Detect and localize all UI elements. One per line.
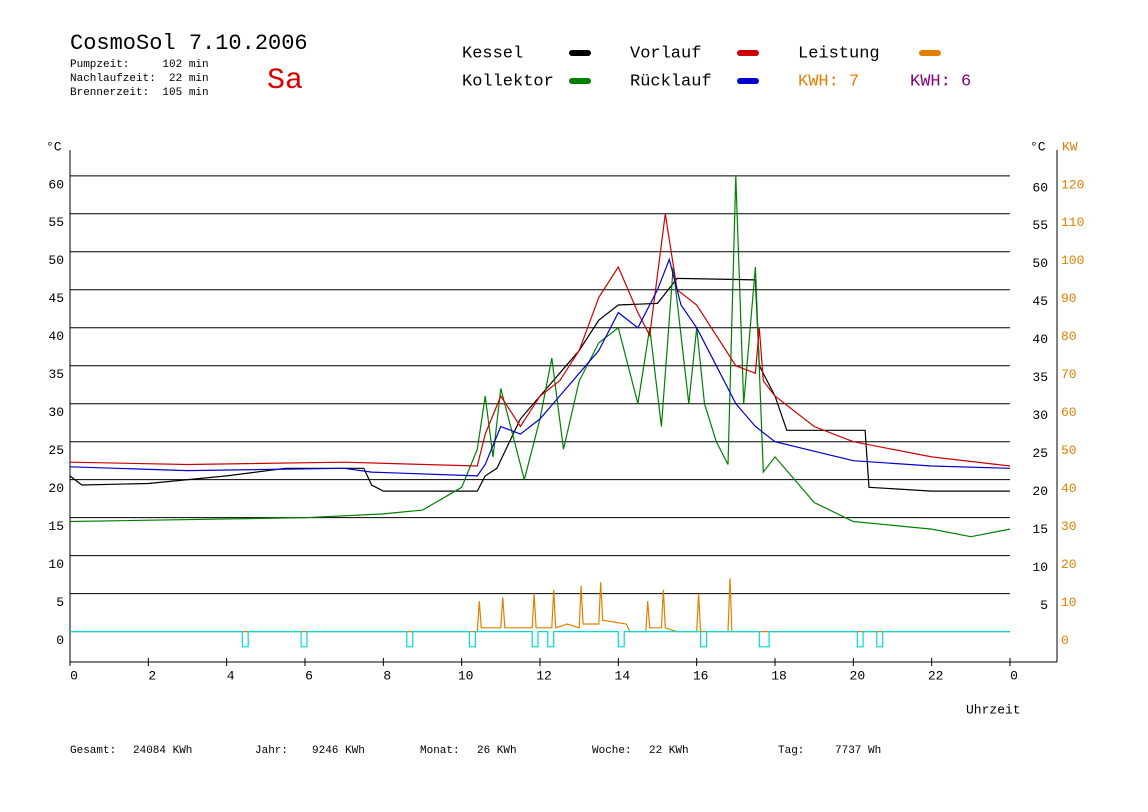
x-tick-label: 22 bbox=[928, 668, 944, 683]
y2-tick-label: 90 bbox=[1061, 291, 1077, 306]
footer-label: Gesamt: bbox=[70, 745, 116, 757]
series-line bbox=[69, 213, 1011, 467]
series-line bbox=[69, 257, 1011, 477]
series-line bbox=[69, 277, 1010, 492]
y-tick-label-right: 20 bbox=[1032, 484, 1048, 499]
y-tick-label: 20 bbox=[48, 481, 64, 496]
legend-label: Kollektor bbox=[462, 72, 554, 91]
y2-tick-label: 20 bbox=[1061, 557, 1077, 572]
y-tick-label-right: 15 bbox=[1032, 522, 1048, 537]
footer-label: Woche: bbox=[592, 745, 632, 757]
x-tick-label: 12 bbox=[536, 668, 552, 683]
y-tick-label-right: 40 bbox=[1032, 332, 1048, 347]
y-tick-label: 35 bbox=[48, 367, 64, 382]
legend-label: Kessel bbox=[462, 44, 523, 63]
y-tick-label: 15 bbox=[48, 519, 64, 534]
y-unit-right: °C bbox=[1030, 139, 1046, 154]
y-tick-label: 30 bbox=[48, 405, 64, 420]
y2-tick-label: 30 bbox=[1061, 519, 1077, 534]
footer-value: 9246 KWh bbox=[312, 745, 365, 757]
footer-label: Jahr: bbox=[255, 745, 288, 757]
x-tick-label: 18 bbox=[771, 668, 787, 683]
y-tick-label: 5 bbox=[56, 595, 64, 610]
y2-tick-label: 60 bbox=[1061, 405, 1077, 420]
x-tick-label: 4 bbox=[227, 668, 235, 683]
y-tick-label-right: 60 bbox=[1032, 180, 1048, 195]
info-line: Brennerzeit: 105 min bbox=[70, 87, 209, 99]
legend-label: Leistung bbox=[798, 44, 880, 63]
y-tick-label-right: 5 bbox=[1040, 598, 1048, 613]
y-tick-label-right: 50 bbox=[1032, 256, 1048, 271]
y-tick-label: 10 bbox=[48, 557, 64, 572]
series-line bbox=[70, 578, 1010, 633]
y-tick-label: 55 bbox=[48, 215, 64, 230]
legend-label: Rücklauf bbox=[630, 72, 712, 91]
y-tick-label: 45 bbox=[48, 291, 64, 306]
weekday: Sa bbox=[267, 64, 303, 98]
kwh-label: KWH: 6 bbox=[910, 72, 971, 91]
y2-tick-label: 50 bbox=[1061, 443, 1077, 458]
footer-value: 24084 KWh bbox=[133, 745, 192, 757]
x-tick-label: 8 bbox=[383, 668, 391, 683]
y-tick-label-right: 55 bbox=[1032, 218, 1048, 233]
y2-tick-label: 110 bbox=[1061, 215, 1084, 230]
series-line bbox=[70, 631, 1010, 648]
x-tick-label: 16 bbox=[693, 668, 709, 683]
info-line: Nachlaufzeit: 22 min bbox=[70, 73, 209, 85]
y2-tick-label: 100 bbox=[1061, 253, 1084, 268]
x-tick-label: 0 bbox=[1010, 668, 1018, 683]
y2-unit: KW bbox=[1062, 139, 1078, 154]
x-tick-label: 20 bbox=[850, 668, 866, 683]
y-tick-label: 50 bbox=[48, 253, 64, 268]
y-tick-label-right: 25 bbox=[1032, 446, 1048, 461]
footer-value: 22 KWh bbox=[649, 745, 689, 757]
y-tick-label-right: 30 bbox=[1032, 408, 1048, 423]
y2-tick-label: 80 bbox=[1061, 329, 1077, 344]
info-line: Pumpzeit: 102 min bbox=[70, 59, 209, 71]
x-tick-label: 2 bbox=[148, 668, 156, 683]
y-unit: °C bbox=[46, 139, 62, 154]
x-axis-label: Uhrzeit bbox=[966, 702, 1021, 717]
y2-tick-label: 40 bbox=[1061, 481, 1077, 496]
y-tick-label-right: 10 bbox=[1032, 560, 1048, 575]
series-line bbox=[69, 175, 1011, 538]
y2-tick-label: 70 bbox=[1061, 367, 1077, 382]
y-tick-label: 25 bbox=[48, 443, 64, 458]
y2-tick-label: 120 bbox=[1061, 177, 1084, 192]
footer-label: Monat: bbox=[420, 745, 460, 757]
chart-title: CosmoSol 7.10.2006 bbox=[70, 31, 308, 56]
y-tick-label: 0 bbox=[56, 633, 64, 648]
legend-label: Vorlauf bbox=[630, 44, 701, 63]
y-tick-label: 40 bbox=[48, 329, 64, 344]
y-tick-label: 60 bbox=[48, 177, 64, 192]
y-tick-label-right: 35 bbox=[1032, 370, 1048, 385]
x-tick-label: 0 bbox=[70, 668, 78, 683]
footer-value: 7737 Wh bbox=[835, 745, 881, 757]
footer-label: Tag: bbox=[778, 745, 804, 757]
x-tick-label: 10 bbox=[458, 668, 474, 683]
x-tick-label: 6 bbox=[305, 668, 313, 683]
y-tick-label-right: 45 bbox=[1032, 294, 1048, 309]
y2-tick-label: 0 bbox=[1061, 633, 1069, 648]
kwh-label: KWH: 7 bbox=[798, 72, 859, 91]
x-tick-label: 14 bbox=[615, 668, 631, 683]
y2-tick-label: 10 bbox=[1061, 595, 1077, 610]
footer-value: 26 KWh bbox=[477, 745, 517, 757]
